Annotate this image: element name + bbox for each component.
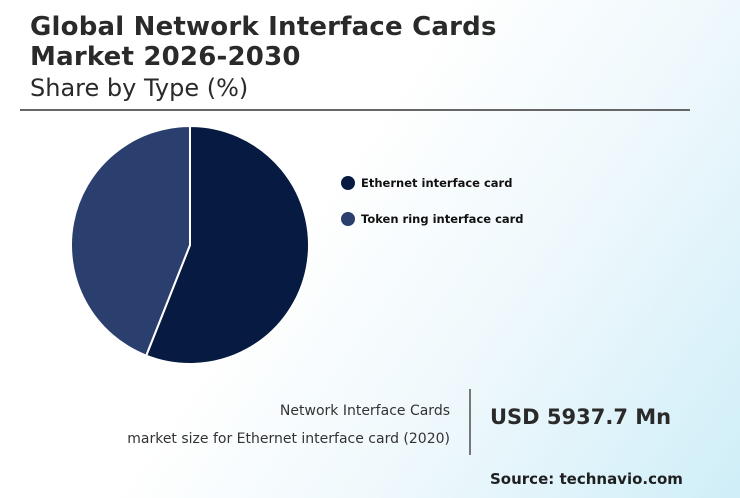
pie-chart xyxy=(70,124,311,365)
chart-legend: Ethernet interface card Token ring interf… xyxy=(341,172,524,244)
market-size-caption-line-2: market size for Ethernet interface card … xyxy=(127,431,450,447)
pie-slice-token-ring-interface-card xyxy=(70,124,191,357)
legend-label: Ethernet interface card xyxy=(361,176,513,190)
market-size-value: USD 5937.7 Mn xyxy=(490,405,672,429)
legend-swatch xyxy=(341,176,355,190)
market-size-caption-line-1: Network Interface Cards xyxy=(279,403,450,419)
source-credit: Source: technavio.com xyxy=(490,470,683,488)
stat-divider xyxy=(469,389,471,455)
chart-title-line-1: Global Network Interface Cards xyxy=(30,12,497,42)
header-divider xyxy=(20,109,690,111)
legend-item: Token ring interface card xyxy=(341,208,524,230)
chart-title: Global Network Interface Cards Market 20… xyxy=(30,12,670,72)
pie-slice-ethernet-interface-card xyxy=(144,124,311,365)
chart-title-line-2: Market 2026-2030 xyxy=(30,42,301,72)
market-size-caption: Network Interface Cards market size for … xyxy=(127,397,450,453)
chart-subtitle: Share by Type (%) xyxy=(30,74,249,102)
legend-swatch xyxy=(341,212,355,226)
legend-label: Token ring interface card xyxy=(361,212,524,226)
legend-item: Ethernet interface card xyxy=(341,172,524,194)
